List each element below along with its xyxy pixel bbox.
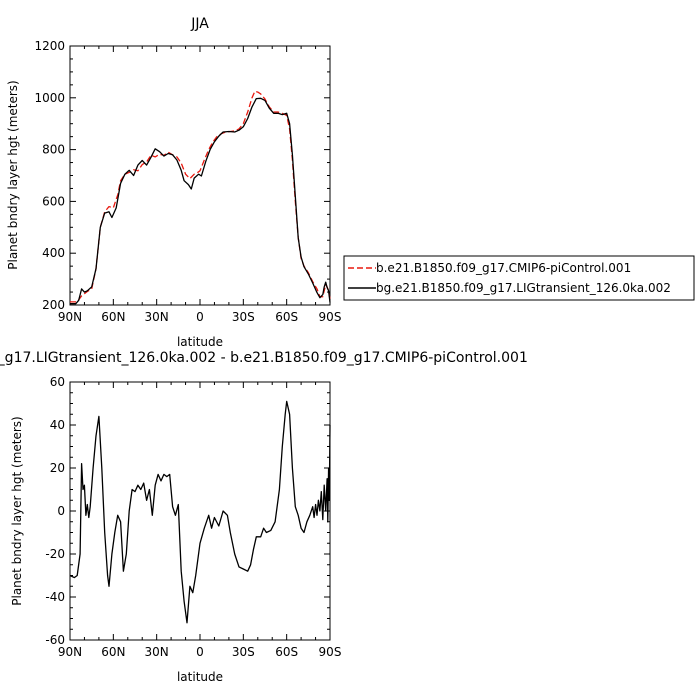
bottom-x-tick-label: 30N — [145, 645, 169, 659]
bottom-plot-frame — [69, 381, 331, 641]
bottom-y-tick-label: -40 — [45, 590, 65, 604]
bottom-axis-ticks: 90N 60N 30N 0 30S 60S 90S -60 -40 -20 0 20 40 60 — [45, 375, 341, 659]
top-x-tick-label: 90S — [319, 310, 342, 324]
bottom-y-tick-label: -60 — [45, 633, 65, 647]
bottom-y-tick-label: 0 — [57, 504, 65, 518]
bottom-x-tick-label: 90S — [319, 645, 342, 659]
bottom-series-line-0 — [69, 400, 331, 624]
top-y-tick-label: 600 — [42, 194, 65, 208]
bottom-y-tick-label: -20 — [45, 547, 65, 561]
bottom-chart-title: bg.e21.B1850.f09_g17.LIGtransient_126.0k… — [0, 350, 528, 366]
top-y-tick-label: 1200 — [34, 39, 65, 53]
bottom-series-group — [69, 400, 331, 624]
top-x-axis-label: latitude — [177, 335, 223, 349]
top-x-tick-label: 60N — [101, 310, 125, 324]
bottom-x-tick-label: 90N — [58, 645, 82, 659]
bottom-x-tick-label: 60N — [101, 645, 125, 659]
bottom-x-tick-label: 30S — [232, 645, 255, 659]
top-y-axis-label: Planet bndry layer hgt (meters) — [6, 80, 20, 270]
bottom-x-tick-label: 60S — [275, 645, 298, 659]
legend-box — [343, 255, 695, 301]
top-chart-title: JJA — [190, 16, 209, 32]
top-x-tick-label: 0 — [196, 310, 204, 324]
bottom-y-tick-label: 20 — [50, 461, 65, 475]
bottom-y-tick-label: 40 — [50, 418, 65, 432]
legend-label-ligtransient: bg.e21.B1850.f09_g17.LIGtransient_126.0k… — [376, 281, 671, 295]
bottom-x-tick-label: 0 — [196, 645, 204, 659]
top-x-tick-label: 30N — [145, 310, 169, 324]
top-x-tick-label: 30S — [232, 310, 255, 324]
bottom-y-tick-label: 60 — [50, 375, 65, 389]
top-x-tick-label: 60S — [275, 310, 298, 324]
bottom-y-axis-label: Planet bndry layer hgt (meters) — [10, 416, 24, 606]
top-y-tick-label: 200 — [42, 298, 65, 312]
top-series-line-1 — [70, 97, 331, 305]
top-x-tick-label: 90N — [58, 310, 82, 324]
bottom-x-axis-label: latitude — [177, 670, 223, 684]
top-y-tick-label: 800 — [42, 143, 65, 157]
top-series-line-0 — [70, 90, 331, 303]
top-axis-ticks: 90N 60N 30N 0 30S 60S 90S 200 400 600 800 1000 1200 — [34, 39, 341, 324]
top-series-group — [70, 90, 331, 305]
legend-label-picontrol: b.e21.B1850.f09_g17.CMIP6-piControl.001 — [376, 261, 631, 275]
top-y-tick-label: 400 — [42, 246, 65, 260]
top-y-tick-label: 1000 — [34, 91, 65, 105]
